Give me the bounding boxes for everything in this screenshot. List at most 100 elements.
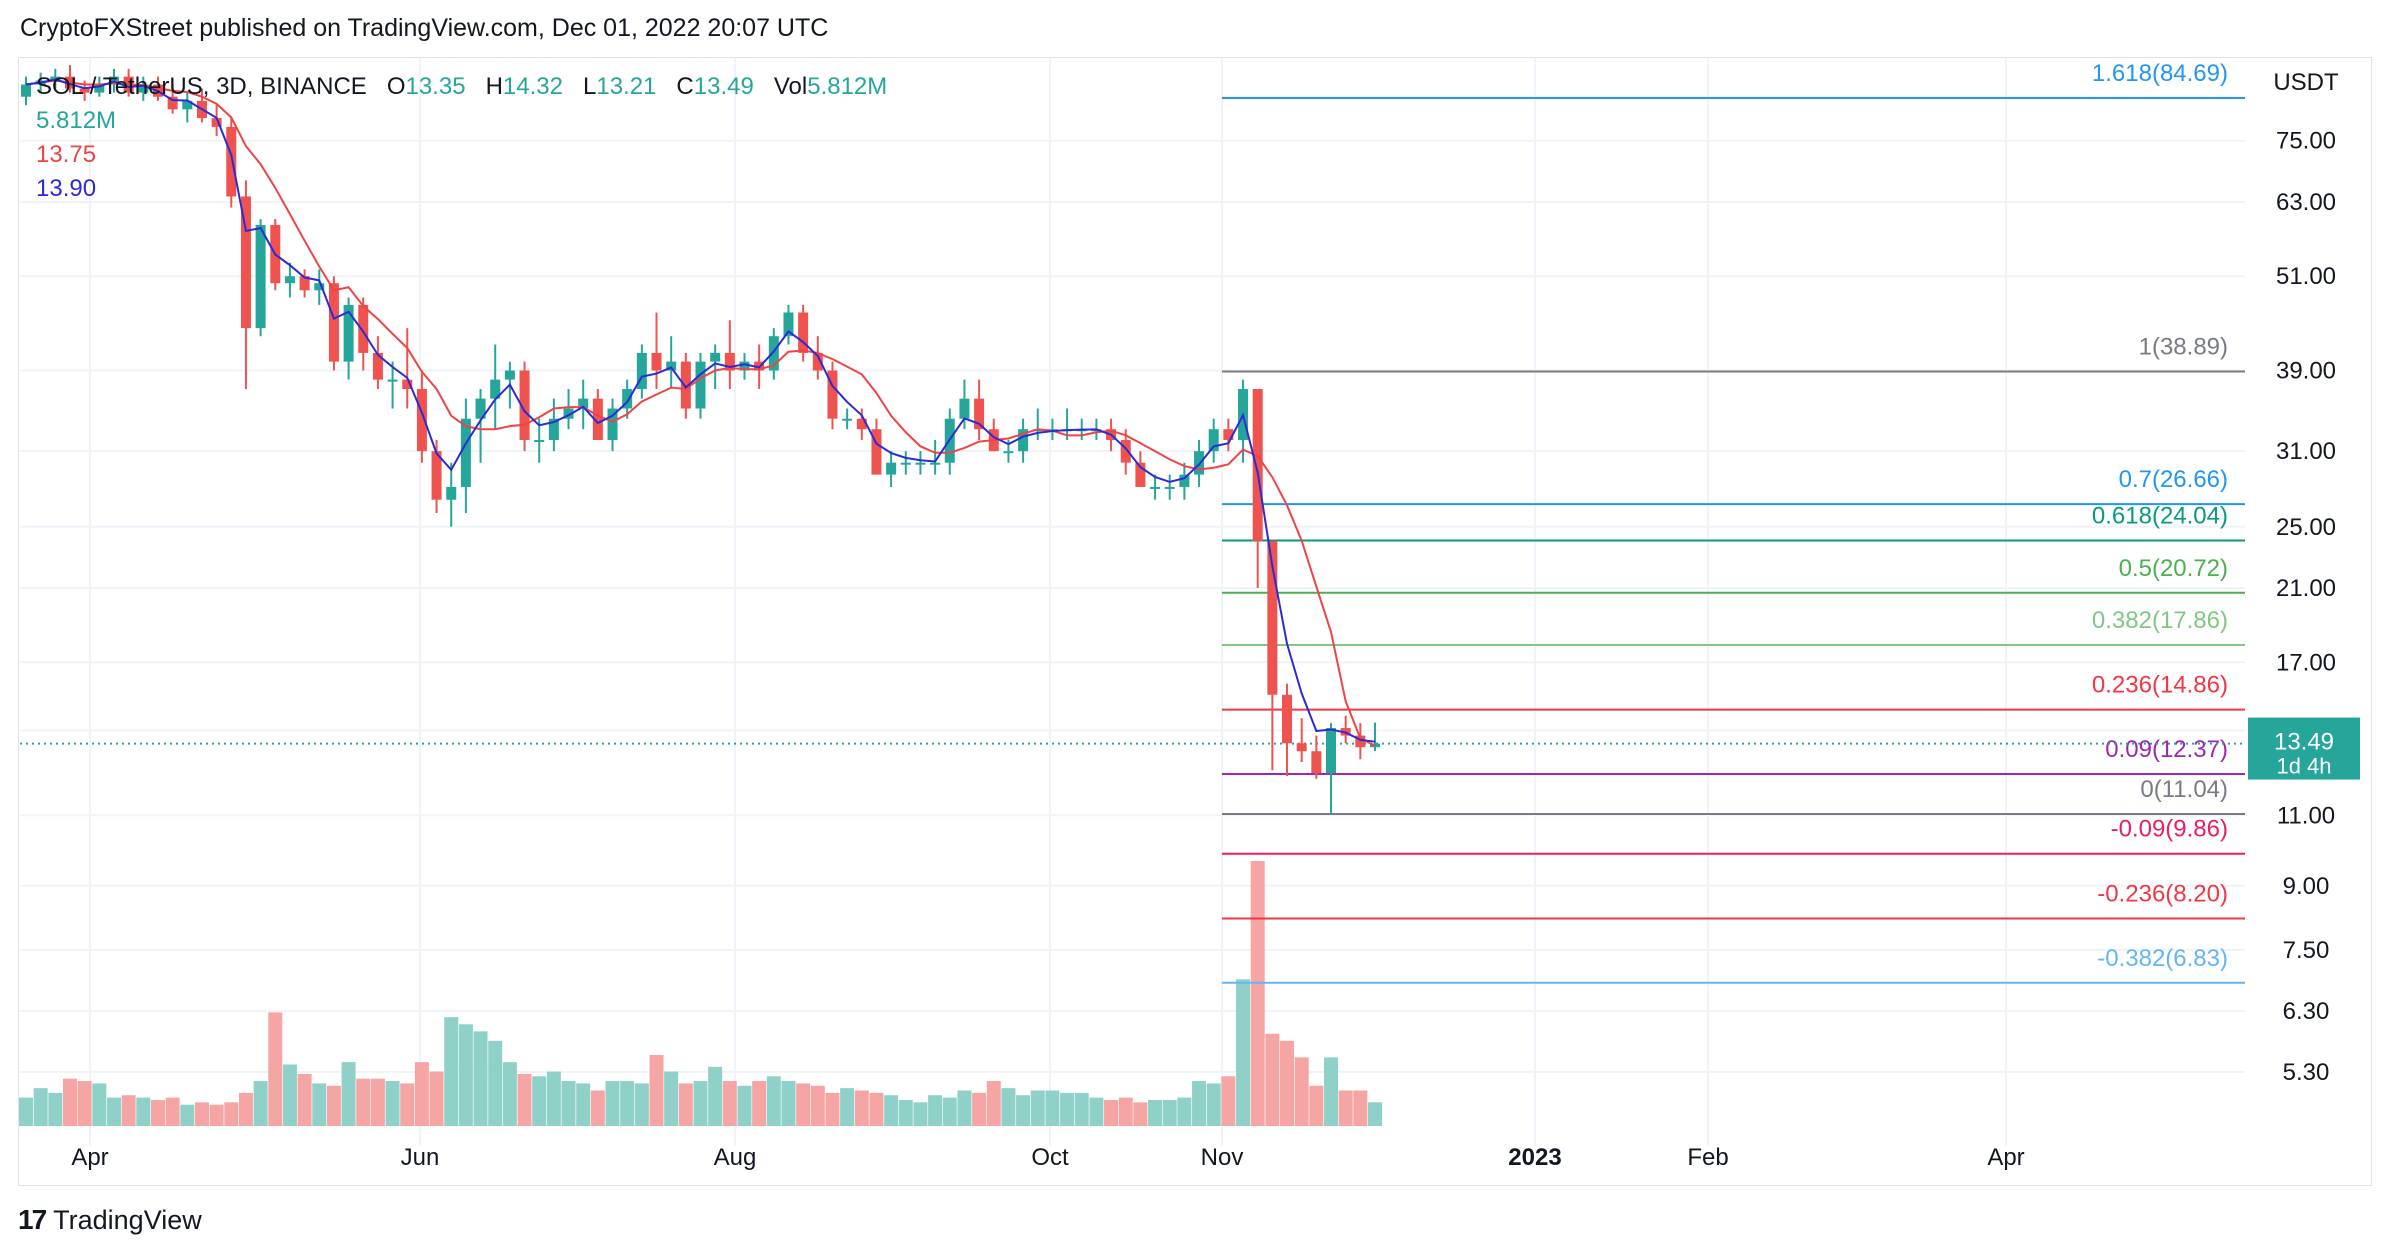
volume-bar	[444, 1017, 459, 1126]
volume-bar	[180, 1104, 195, 1126]
volume-bar	[92, 1083, 107, 1126]
volume-bar	[1206, 1083, 1221, 1126]
vol-label: Vol	[773, 73, 808, 100]
volume-bar	[356, 1078, 371, 1126]
volume-bar	[928, 1095, 943, 1126]
volume-bar	[48, 1092, 63, 1126]
candle-body	[974, 398, 985, 430]
volume-bar	[1324, 1057, 1339, 1126]
volume-bar	[429, 1071, 444, 1126]
volume-bar	[1236, 979, 1251, 1126]
volume-bar	[238, 1092, 253, 1126]
open-label: O	[386, 73, 406, 100]
fib-label: 0.7(26.66)	[2119, 466, 2228, 493]
candle-body	[138, 84, 149, 93]
tradingview-brand[interactable]: 17 TradingView	[18, 1204, 202, 1236]
chart-grid	[20, 58, 2245, 1146]
candle-body	[783, 312, 794, 337]
candle-body	[328, 283, 339, 362]
volume-bar	[1016, 1095, 1031, 1126]
price-tick-label: 17.00	[2276, 649, 2336, 676]
volume-bar	[957, 1090, 972, 1126]
time-tick-label: Oct	[1031, 1144, 1069, 1171]
candle-body	[79, 88, 90, 93]
high-value: 14.32	[502, 73, 563, 100]
candle-body	[1003, 451, 1014, 454]
volume-bar	[1089, 1097, 1104, 1126]
volume-bar	[590, 1090, 605, 1126]
volume-bar	[1001, 1088, 1016, 1126]
volume-bar	[884, 1095, 899, 1126]
fib-label: 1(38.89)	[2139, 333, 2228, 360]
volume-indicator-value: 5.812M	[36, 107, 117, 134]
candle-body	[211, 118, 222, 127]
volume-bar	[517, 1073, 532, 1126]
volume-bar	[341, 1062, 356, 1126]
volume-bar	[326, 1085, 341, 1126]
volume-bar	[1118, 1097, 1133, 1126]
volume-bar	[1368, 1102, 1382, 1126]
fib-label: 0.236(14.86)	[2092, 672, 2228, 699]
fib-label: -0.382(6.83)	[2097, 945, 2228, 972]
volume-bar	[150, 1099, 165, 1126]
volume-bar	[620, 1081, 635, 1126]
volume-bar	[796, 1083, 811, 1126]
close-value: 13.49	[693, 73, 754, 100]
candle-body	[563, 408, 574, 419]
candle-body	[226, 126, 237, 197]
volume-bar	[752, 1081, 767, 1126]
volume-bar	[121, 1095, 136, 1126]
candle-body	[1282, 694, 1293, 744]
currency-label: USDT	[2273, 69, 2339, 96]
volume-bar	[869, 1092, 884, 1126]
volume-bar	[1162, 1099, 1177, 1126]
candle-body	[930, 462, 941, 465]
volume-bar	[194, 1102, 209, 1126]
candle-body	[886, 462, 897, 475]
volume-bar	[1353, 1090, 1368, 1126]
volume-bar	[781, 1081, 796, 1126]
volume-bar	[1192, 1081, 1207, 1126]
price-tick-label: 21.00	[2276, 575, 2336, 602]
volume-bar	[1030, 1090, 1045, 1126]
candle-body	[314, 283, 325, 291]
candle-body	[255, 225, 266, 329]
volume-bar	[634, 1083, 649, 1126]
volume-bar	[282, 1064, 297, 1126]
candle-body	[915, 462, 926, 465]
candle-body	[490, 379, 501, 399]
time-tick-label: Nov	[1201, 1144, 1244, 1171]
volume-bar	[664, 1071, 679, 1126]
candle-body	[1179, 474, 1190, 487]
time-axis: Apr Jun Aug Oct Nov 2023 Feb Apr	[71, 1144, 2024, 1171]
close-label: C	[676, 73, 694, 100]
volume-bar	[297, 1073, 312, 1126]
volume-bar	[400, 1083, 415, 1126]
open-value: 13.35	[405, 73, 466, 100]
volume-bar	[810, 1085, 825, 1126]
high-label: H	[485, 73, 503, 100]
volume-bar	[1074, 1092, 1089, 1126]
volume-bar	[312, 1083, 327, 1126]
candle-body	[1208, 429, 1219, 452]
candle-body	[372, 352, 383, 380]
volume-bar	[898, 1099, 913, 1126]
volume-bar	[1265, 1033, 1280, 1126]
candle-body	[622, 389, 633, 409]
candle-body	[182, 100, 193, 110]
volume-bar	[488, 1040, 503, 1126]
candle-body	[842, 418, 853, 421]
candle-body	[812, 352, 823, 371]
candle-body	[1120, 440, 1131, 463]
published-caption: CryptoFXStreet published on TradingView.…	[20, 14, 829, 42]
price-tick-label: 39.00	[2276, 358, 2336, 385]
ma-fast-value: 13.75	[36, 141, 97, 168]
candle-body	[768, 336, 779, 371]
volume-bar	[473, 1031, 488, 1126]
price-tick-label: 9.00	[2283, 873, 2330, 900]
time-tick-label: Apr	[71, 1144, 108, 1171]
volume-bar	[649, 1055, 664, 1126]
price-tick-label: 6.30	[2283, 998, 2330, 1025]
volume-bar	[605, 1081, 620, 1126]
